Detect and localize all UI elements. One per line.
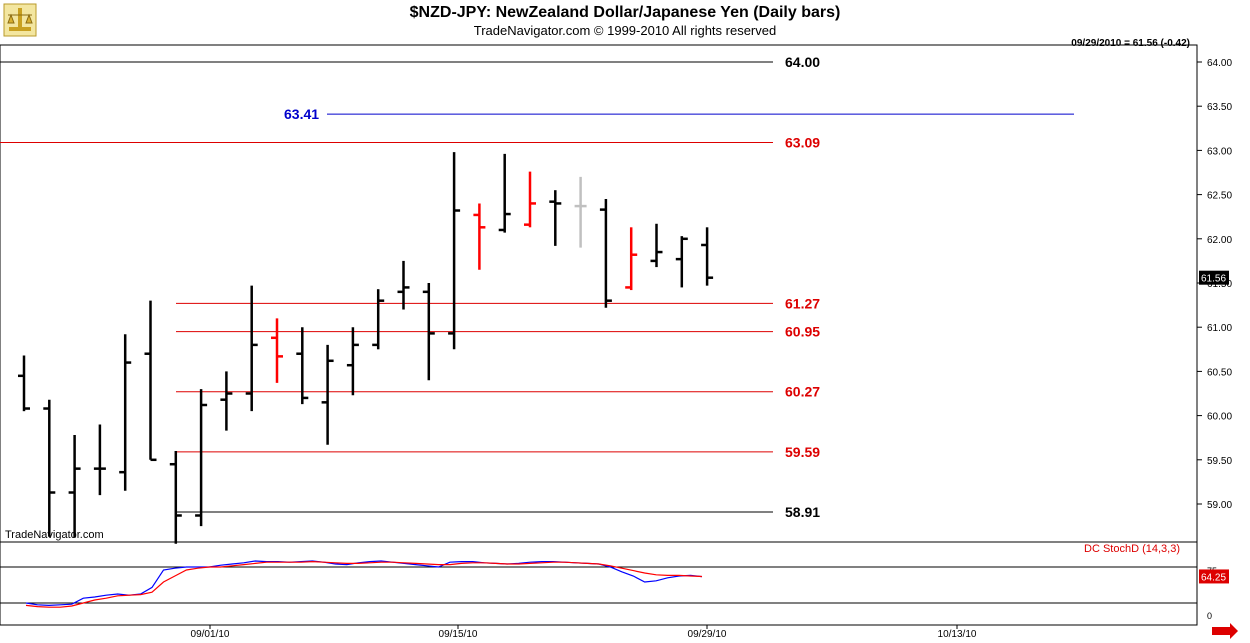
main-panel: [0, 44, 1198, 543]
indicator-title: DC StochD (14,3,3): [1084, 543, 1180, 555]
price-bar: [119, 334, 132, 491]
level-label: 58.91: [785, 504, 820, 520]
level-label: 63.41: [284, 106, 319, 122]
price-bar: [169, 450, 182, 544]
date-tick-label: 09/29/10: [688, 629, 727, 640]
stoch-panel: [0, 541, 1198, 626]
price-bar: [498, 153, 511, 233]
level-label: 64.00: [785, 54, 820, 70]
price-bar: [625, 227, 638, 291]
axis-tick-label: 60.50: [1207, 367, 1232, 378]
tradenavigator-logo: [3, 3, 37, 37]
last-price-label: 61.56: [1201, 274, 1226, 285]
level-label: 61.27: [785, 295, 820, 311]
axis-tick-label: 63.00: [1207, 146, 1232, 157]
price-bar: [372, 289, 385, 350]
chart-title: $NZD-JPY: NewZealand Dollar/Japanese Yen…: [409, 4, 841, 21]
stoch-line: [25, 560, 703, 608]
price-axis: 64.0063.5063.0062.5062.0061.5061.0060.50…: [1197, 58, 1232, 511]
last-price-info: 09/29/2010 = 61.56 (-0.42): [1071, 38, 1190, 49]
axis-tick-label: 64.00: [1207, 58, 1232, 69]
price-bar: [473, 203, 486, 270]
price-bar: [524, 171, 536, 228]
axis-tick-label: 62.50: [1207, 191, 1232, 202]
price-bar: [321, 344, 334, 445]
axis-tick-label: 59.50: [1207, 456, 1232, 467]
stoch-last-box: [1199, 569, 1229, 584]
price-bar: [296, 327, 309, 405]
price-bar: [701, 227, 714, 286]
scroll-right-arrow: [1212, 623, 1238, 639]
price-bar: [422, 283, 435, 381]
price-bar: [18, 355, 30, 412]
price-bar: [650, 223, 663, 268]
price-bar: [220, 371, 233, 431]
axis-tick-label: 63.50: [1207, 102, 1232, 113]
level-label: 63.09: [785, 134, 820, 150]
price-bar: [346, 327, 359, 396]
price-bar: [43, 399, 56, 537]
last-price-box: [1199, 270, 1229, 285]
watermark: TradeNavigator.com: [5, 529, 104, 541]
level-label: 60.27: [785, 384, 820, 400]
price-bar: [271, 318, 283, 383]
price-bar: [448, 152, 461, 350]
price-bar: [144, 300, 157, 462]
price-bar: [195, 389, 208, 527]
price-levels: 64.00 63.41 63.09 61.27 60.95 60.27 59.59 58.91: [0, 54, 1074, 520]
date-tick-label: 09/15/10: [439, 629, 478, 640]
price-bar: [245, 285, 258, 412]
axis-tick-label: 62.00: [1207, 235, 1232, 246]
price-bar: [93, 424, 106, 496]
date-tick-label: 10/13/10: [938, 629, 977, 640]
stochastic-indicator: DC StochD (14,3,3)75064.25: [0, 543, 1229, 621]
price-bar: [574, 176, 587, 248]
price-bars: TradeNavigator.com: [5, 152, 714, 544]
date-tick-label: 09/01/10: [191, 629, 230, 640]
price-bar: [68, 435, 81, 538]
level-label: 60.95: [785, 324, 820, 340]
stoch-last-label: 64.25: [1201, 572, 1226, 583]
axis-tick-label: 61.00: [1207, 323, 1232, 334]
axis-tick-label: 59.00: [1207, 500, 1232, 511]
price-bar: [599, 199, 612, 308]
axis-tick-label: 60.00: [1207, 412, 1232, 423]
date-axis: 09/01/10 09/15/10 09/29/10 10/13/10: [191, 623, 1238, 640]
price-bar: [397, 260, 410, 310]
price-bar: [675, 236, 688, 288]
price-bar: [549, 190, 562, 246]
stoch-tick-label: 0: [1207, 611, 1212, 621]
level-label: 59.59: [785, 444, 820, 460]
copyright-line: TradeNavigator.com © 1999-2010 All right…: [473, 23, 777, 38]
